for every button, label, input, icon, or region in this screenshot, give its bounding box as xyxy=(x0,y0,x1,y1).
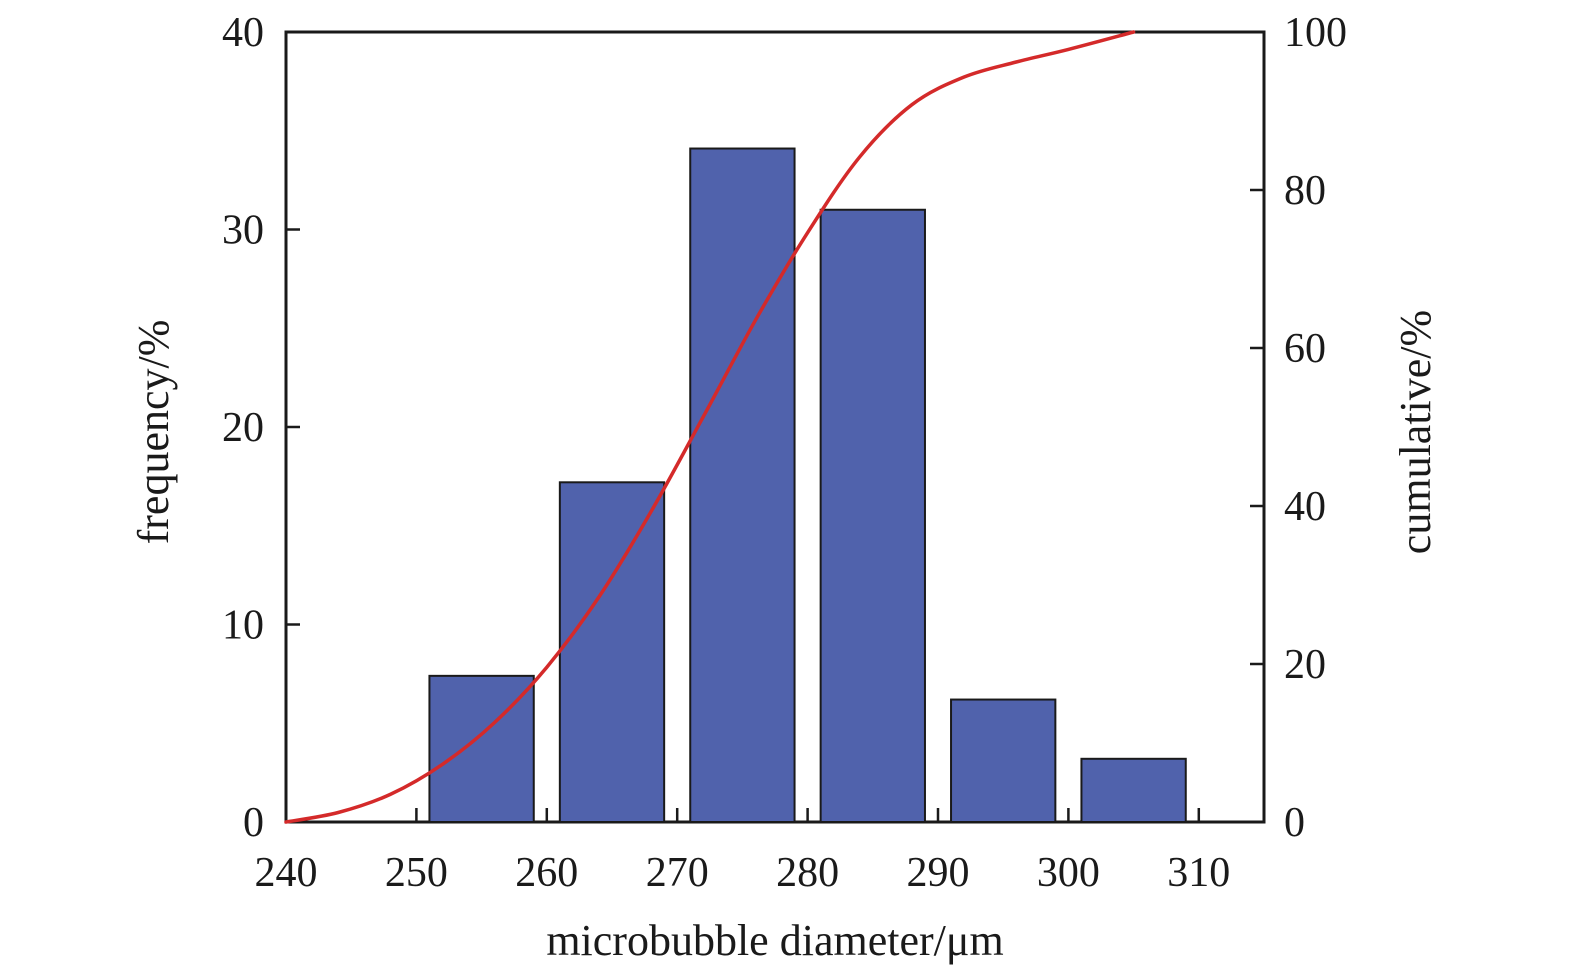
bar-series xyxy=(428,147,1187,823)
x-tick-label: 300 xyxy=(1037,850,1100,896)
y2-tick-label: 0 xyxy=(1284,800,1305,846)
y2-tick-label: 100 xyxy=(1284,10,1347,56)
y2-axis-title: cumulative/% xyxy=(1391,310,1440,554)
y-axis-right: 0 20 40 60 80 100 xyxy=(1250,10,1347,846)
y-tick-label: 30 xyxy=(222,208,264,254)
y2-tick-label: 80 xyxy=(1284,168,1326,214)
y-tick-label: 20 xyxy=(222,405,264,451)
bar xyxy=(689,147,796,823)
x-axis-title: microbubble diameter/μm xyxy=(546,916,1003,965)
y-axis-title: frequency/% xyxy=(129,320,178,545)
y-tick-label: 10 xyxy=(222,603,264,649)
bar xyxy=(819,208,926,823)
x-tick-label: 310 xyxy=(1167,850,1230,896)
y-axis-left: 0 10 20 30 40 xyxy=(222,10,300,846)
y2-tick-label: 60 xyxy=(1284,326,1326,372)
cumulative-line xyxy=(284,30,1136,824)
x-tick-label: 270 xyxy=(646,850,709,896)
x-tick-label: 260 xyxy=(515,850,578,896)
bar xyxy=(950,698,1057,823)
y-tick-label: 0 xyxy=(243,800,264,846)
x-tick-label: 280 xyxy=(776,850,839,896)
x-tick-label: 250 xyxy=(385,850,448,896)
bar xyxy=(558,481,666,823)
y2-tick-label: 20 xyxy=(1284,642,1326,688)
bar xyxy=(1080,757,1187,823)
y2-tick-label: 40 xyxy=(1284,484,1326,530)
y-tick-label: 40 xyxy=(222,10,264,56)
x-axis: 240 250 260 270 280 290 300 310 xyxy=(255,808,1230,896)
x-tick-label: 290 xyxy=(907,850,970,896)
x-tick-label: 240 xyxy=(255,850,318,896)
